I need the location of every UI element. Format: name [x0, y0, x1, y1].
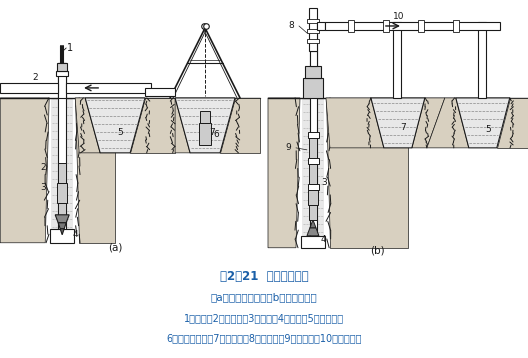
Bar: [310, 23, 317, 245]
Text: (b): (b): [371, 246, 385, 256]
Polygon shape: [175, 98, 190, 153]
Bar: [309, 8, 317, 51]
Text: 4: 4: [321, 235, 327, 244]
Text: 9: 9: [285, 143, 291, 153]
Polygon shape: [75, 98, 100, 153]
Text: 6: 6: [213, 130, 219, 139]
Bar: [383, 20, 389, 32]
Text: （a）正循环排渣；（b）反循环排渣: （a）正循环排渣；（b）反循环排渣: [211, 292, 317, 302]
Bar: [58, 63, 66, 98]
Polygon shape: [412, 98, 445, 148]
Text: 1: 1: [67, 43, 73, 53]
Bar: [199, 123, 211, 145]
Polygon shape: [456, 98, 510, 148]
Bar: [418, 20, 424, 32]
Bar: [325, 22, 500, 30]
Text: 5: 5: [117, 129, 123, 137]
Text: 3: 3: [321, 178, 327, 187]
Text: 1－钻杆；2－送水管；3－主机；4－钻头；5－沉淀池；: 1－钻杆；2－送水管；3－主机；4－钻头；5－沉淀池；: [184, 313, 344, 323]
Bar: [302, 98, 324, 248]
Text: 2: 2: [40, 163, 46, 172]
Bar: [301, 236, 325, 248]
Bar: [305, 66, 321, 78]
Text: 图2－21  循环排渣方法: 图2－21 循环排渣方法: [220, 270, 308, 283]
Bar: [200, 111, 210, 123]
Polygon shape: [427, 98, 469, 148]
Text: 5: 5: [485, 125, 491, 134]
Bar: [308, 132, 319, 138]
Polygon shape: [497, 98, 528, 148]
Bar: [51, 98, 73, 243]
Bar: [308, 184, 319, 190]
Bar: [303, 78, 323, 98]
Bar: [309, 205, 317, 220]
Bar: [309, 164, 317, 184]
Polygon shape: [55, 215, 69, 223]
Bar: [309, 138, 317, 158]
Text: 6－潜水泥浆泵；7－泥浆泵；8－砂石泵；9－抽渣管；10－排渣胶管: 6－潜水泥浆泵；7－泥浆泵；8－砂石泵；9－抽渣管；10－排渣胶管: [166, 334, 362, 344]
Polygon shape: [268, 98, 300, 248]
Bar: [58, 163, 66, 183]
Text: 2: 2: [32, 73, 38, 82]
Bar: [393, 22, 401, 98]
Bar: [57, 63, 67, 71]
Bar: [58, 63, 66, 238]
Text: 8: 8: [288, 21, 294, 30]
Text: 10: 10: [393, 13, 404, 21]
Text: 3: 3: [40, 183, 46, 192]
Bar: [307, 39, 319, 43]
Polygon shape: [220, 98, 260, 153]
Polygon shape: [371, 98, 425, 148]
Polygon shape: [326, 98, 408, 248]
Bar: [307, 19, 319, 23]
Bar: [57, 183, 67, 203]
Bar: [348, 20, 354, 32]
Bar: [310, 51, 317, 66]
Bar: [453, 20, 459, 32]
Bar: [145, 88, 175, 96]
Bar: [50, 229, 74, 243]
Text: 4: 4: [72, 230, 78, 239]
Polygon shape: [60, 229, 64, 235]
Bar: [308, 190, 318, 205]
Polygon shape: [326, 98, 384, 148]
Bar: [58, 203, 66, 215]
Bar: [307, 29, 319, 33]
Bar: [317, 22, 325, 30]
Polygon shape: [58, 223, 66, 229]
Polygon shape: [85, 98, 145, 153]
Text: (a): (a): [108, 243, 122, 253]
Text: 7: 7: [400, 124, 406, 132]
Bar: [308, 158, 319, 164]
Polygon shape: [75, 98, 115, 243]
Polygon shape: [307, 228, 319, 236]
Text: 7: 7: [209, 129, 215, 137]
Bar: [0, 83, 58, 93]
Polygon shape: [310, 220, 316, 228]
Polygon shape: [130, 98, 175, 153]
Polygon shape: [0, 98, 49, 243]
Bar: [56, 71, 68, 76]
Bar: [66, 83, 151, 93]
Polygon shape: [175, 98, 235, 153]
Bar: [478, 22, 486, 98]
